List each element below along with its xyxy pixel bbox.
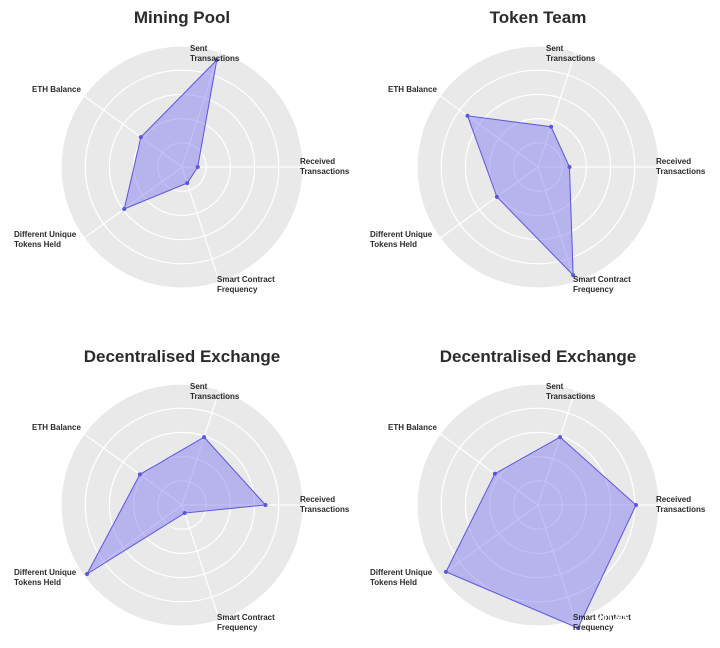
radar-spoke (181, 389, 220, 506)
radar-data-point (443, 569, 448, 574)
axis-label: Different Unique Tokens Held (14, 230, 77, 249)
radar-series-area (123, 58, 218, 210)
radar-spoke (83, 166, 183, 239)
radar-series-area (466, 115, 574, 277)
axis-label: Smart Contract Frequency (217, 275, 275, 294)
radar-spoke (181, 166, 220, 283)
radar-spoke (83, 504, 183, 577)
radar-series-area (85, 436, 267, 576)
radar-data-point (182, 511, 187, 516)
chart-title: Decentralised Exchange (440, 347, 637, 366)
radar-spoke (439, 95, 539, 168)
axis-label: Smart Contract Frequency (573, 613, 631, 632)
axis-label: ETH Balance (32, 423, 81, 432)
radar-chart-2: Token Team Sent Transactions Received Transa… (370, 8, 706, 294)
axis-label: Sent Transactions (546, 44, 596, 63)
radar-data-point (571, 273, 576, 278)
radar-spoke (439, 504, 539, 577)
radar-data-point (85, 571, 90, 576)
radar-data-point (202, 435, 207, 440)
radar-spoke (83, 95, 183, 168)
radar-chart-3: Decentralised Exchange Sent Transactions Re… (14, 347, 350, 632)
radar-data-point (492, 471, 497, 476)
axis-label: Smart Contract Frequency (573, 275, 631, 294)
radar-spoke (181, 51, 220, 168)
radar-data-point (558, 435, 563, 440)
radar-data-point (122, 206, 127, 211)
radar-data-point (549, 124, 554, 129)
axis-label: Sent Transactions (190, 44, 240, 63)
radar-spoke (83, 433, 183, 506)
radar-chart-1: Mining Pool Sent Transactions Received Trans… (14, 8, 350, 294)
radar-data-point (138, 135, 143, 140)
axis-label: Sent Transactions (546, 382, 596, 401)
radar-series-area (445, 436, 637, 629)
radar-data-point (214, 57, 219, 62)
axis-label: Different Unique Tokens Held (370, 568, 433, 587)
radar-chart-4: Decentralised Exchange Sent Transactions Re… (370, 347, 706, 632)
axis-label: Received Transactions (656, 157, 706, 176)
radar-data-point (567, 165, 572, 169)
axis-label: Smart Contract Frequency (217, 613, 275, 632)
watermark-text: 知乎 @陈东泽 (596, 610, 703, 630)
radar-spoke (537, 51, 576, 168)
radar-data-point (576, 626, 581, 631)
axis-label: ETH Balance (388, 423, 437, 432)
radar-spoke (537, 166, 576, 283)
axis-label: Received Transactions (300, 495, 350, 514)
axis-label: ETH Balance (32, 85, 81, 94)
chart-title: Token Team (490, 8, 587, 27)
radar-data-point (195, 165, 200, 169)
radar-spoke (537, 504, 576, 621)
axis-label: Sent Transactions (190, 382, 240, 401)
radar-data-point (494, 194, 499, 199)
radar-data-point (185, 181, 190, 186)
radar-spoke (439, 166, 539, 239)
radar-data-point (137, 472, 142, 477)
chart-title: Mining Pool (134, 8, 230, 27)
radar-spoke (537, 389, 576, 506)
radar-data-point (634, 503, 639, 507)
radar-data-point (263, 503, 268, 507)
radar-spoke (181, 504, 220, 621)
axis-label: Different Unique Tokens Held (14, 568, 77, 587)
chart-title: Decentralised Exchange (84, 347, 281, 366)
axis-label: Different Unique Tokens Held (370, 230, 433, 249)
axis-label: Received Transactions (300, 157, 350, 176)
radar-data-point (465, 113, 470, 118)
axis-label: Received Transactions (656, 495, 706, 514)
axis-label: ETH Balance (388, 85, 437, 94)
radar-spoke (439, 433, 539, 506)
